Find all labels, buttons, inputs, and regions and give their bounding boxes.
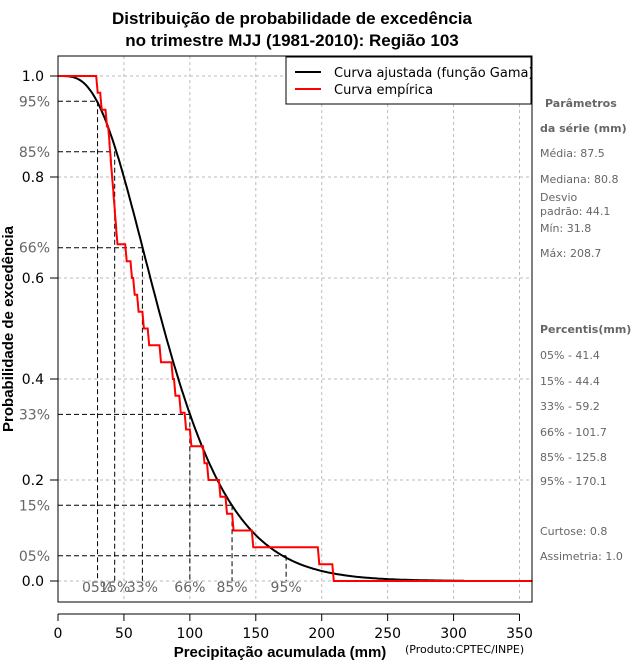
x-axis: 0 50 100 150 200 250 300 350 xyxy=(54,613,533,642)
percentil-33: 33% - 59.2 xyxy=(540,400,600,413)
credit-text: (Produto:CPTEC/INPE) xyxy=(405,643,524,656)
percentile-x-label: 85% xyxy=(216,580,247,596)
percentile-x-label: 66% xyxy=(174,580,205,596)
x-axis-title: Precipitação acumulada (mm) xyxy=(174,644,387,660)
x-tick-label: 200 xyxy=(308,626,335,642)
y-axis: 0.0 0.2 0.4 0.6 0.8 1.0 95% 85% 66% 33% 15% 05% xyxy=(19,69,58,590)
params-heading-1: Parâmetros xyxy=(545,97,617,110)
param-skewness: Assimetria: 1.0 xyxy=(540,550,623,563)
x-tick-label: 250 xyxy=(374,626,401,642)
plot-frame xyxy=(57,55,533,603)
gamma-fitted-curve xyxy=(58,75,465,582)
legend-label-gamma: Curva ajustada (função Gama) xyxy=(334,66,534,81)
grid-lines xyxy=(57,56,532,602)
curves xyxy=(58,75,533,582)
x-tick-label: 300 xyxy=(440,626,467,642)
y-tick-label: 1.0 xyxy=(22,69,44,85)
param-median: Mediana: 80.8 xyxy=(540,173,618,186)
y-percent-label: 05% xyxy=(19,549,50,565)
param-sd-line1: Desvio xyxy=(540,191,578,204)
param-max: Máx: 208.7 xyxy=(540,247,601,260)
chart-title: Distribuição de probabilidade de excedên… xyxy=(112,9,472,28)
y-percent-label: 15% xyxy=(19,498,50,514)
y-tick-label: 0.0 xyxy=(22,574,44,590)
chart-subtitle: no trimestre MJJ (1981-2010): Região 103 xyxy=(125,31,459,50)
param-min: Mín: 31.8 xyxy=(540,222,591,235)
y-tick-label: 0.4 xyxy=(22,372,44,388)
legend-box xyxy=(285,56,532,105)
param-mean: Média: 87.5 xyxy=(540,147,605,160)
percentile-x-labels: 05%15%33% 66% 85% 95% xyxy=(82,580,302,596)
x-tick-label: 0 xyxy=(54,626,63,642)
y-tick-label: 0.2 xyxy=(22,473,44,489)
percentile-x-label: 05% xyxy=(82,580,113,596)
x-tick-label: 350 xyxy=(506,626,533,642)
legend: Curva ajustada (função Gama) Curva empír… xyxy=(285,56,534,105)
percentile-guide-lines xyxy=(58,100,287,581)
percentile-x-label: 33% xyxy=(127,580,158,596)
param-sd-line2: padrão: 44.1 xyxy=(540,205,610,218)
percentil-95: 95% - 170.1 xyxy=(540,475,607,488)
x-tick-label: 100 xyxy=(176,626,203,642)
y-percent-label: 95% xyxy=(19,94,50,110)
param-kurtosis: Curtose: 0.8 xyxy=(540,525,607,538)
y-percent-label: 66% xyxy=(19,241,50,257)
x-tick-label: 50 xyxy=(115,626,133,642)
params-heading-2: da série (mm) xyxy=(540,122,627,135)
percentile-x-label: 15% xyxy=(99,580,130,596)
percentil-66: 66% - 101.7 xyxy=(540,426,607,439)
y-tick-label: 0.8 xyxy=(22,170,44,186)
x-tick-label: 150 xyxy=(242,626,269,642)
percentil-05: 05% - 41.4 xyxy=(540,349,600,362)
series-parameters-panel: Parâmetros da série (mm) Média: 87.5 Med… xyxy=(540,97,631,563)
y-percent-label: 33% xyxy=(19,407,50,423)
percentil-15: 15% - 44.4 xyxy=(540,375,600,388)
percentil-85: 85% - 125.8 xyxy=(540,451,607,464)
y-tick-label: 0.6 xyxy=(22,271,44,287)
y-axis-title: Probabilidade de excedência xyxy=(0,225,17,432)
percentile-x-label: 95% xyxy=(271,580,302,596)
empirical-curve xyxy=(58,75,533,582)
percentis-heading: Percentis(mm) xyxy=(540,323,631,336)
y-percent-label: 85% xyxy=(19,145,50,161)
legend-label-empirical: Curva empírica xyxy=(334,83,433,98)
